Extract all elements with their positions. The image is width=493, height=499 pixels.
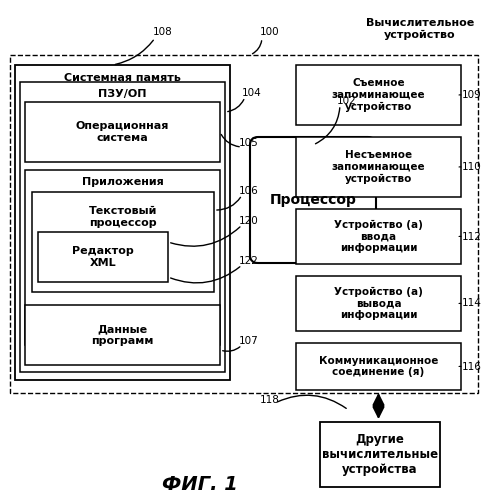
Bar	[25, 305, 220, 365]
Text: Устройство (а)
ввода
информации: Устройство (а) ввода информации	[334, 220, 423, 253]
Bar	[296, 343, 461, 390]
Text: Системная память: Системная память	[64, 73, 181, 83]
Bar	[25, 102, 220, 162]
Text: 114: 114	[462, 298, 482, 308]
Text: 118: 118	[260, 395, 280, 405]
Bar	[20, 82, 225, 372]
Text: 122: 122	[239, 256, 259, 266]
Text: 112: 112	[462, 232, 482, 242]
Bar	[320, 422, 440, 487]
Bar	[296, 276, 461, 331]
Text: Операционная
система: Операционная система	[76, 121, 169, 143]
Text: 120: 120	[239, 216, 259, 226]
Bar	[296, 209, 461, 264]
FancyBboxPatch shape	[250, 137, 376, 263]
Text: Процессор: Процессор	[270, 193, 356, 207]
Text: 110: 110	[462, 162, 482, 172]
Text: 107: 107	[239, 336, 259, 346]
Bar	[15, 65, 230, 380]
Text: Текстовый
процессор: Текстовый процессор	[89, 206, 157, 228]
Text: Несъемное
запоминающее
устройство: Несъемное запоминающее устройство	[332, 150, 425, 184]
Bar	[296, 65, 461, 125]
Text: Редактор
XML: Редактор XML	[72, 246, 134, 268]
Bar	[10, 55, 478, 393]
Text: ФИГ. 1: ФИГ. 1	[162, 476, 238, 495]
Text: Устройство (а)
вывода
информации: Устройство (а) вывода информации	[334, 287, 423, 320]
Text: 109: 109	[462, 90, 482, 100]
Text: Другие
вычислительные
устройства: Другие вычислительные устройства	[322, 433, 438, 476]
Text: 105: 105	[239, 138, 259, 148]
Text: Вычислительное
устройство: Вычислительное устройство	[366, 18, 474, 40]
Text: Коммуникационное
соединение (я): Коммуникационное соединение (я)	[319, 356, 438, 377]
Text: 102: 102	[337, 96, 357, 106]
Text: Данные
программ: Данные программ	[91, 324, 154, 346]
Bar	[38, 232, 168, 282]
Bar	[32, 192, 214, 292]
Text: 108: 108	[153, 27, 173, 37]
Text: 104: 104	[242, 88, 262, 98]
Text: 100: 100	[260, 27, 280, 37]
Text: 106: 106	[239, 186, 259, 196]
Text: ПЗУ/ОП: ПЗУ/ОП	[98, 89, 147, 99]
Bar	[296, 137, 461, 197]
Text: Съемное
запоминающее
устройство: Съемное запоминающее устройство	[332, 78, 425, 112]
Text: 116: 116	[462, 361, 482, 371]
Text: Приложения: Приложения	[82, 177, 163, 187]
Bar	[25, 170, 220, 345]
